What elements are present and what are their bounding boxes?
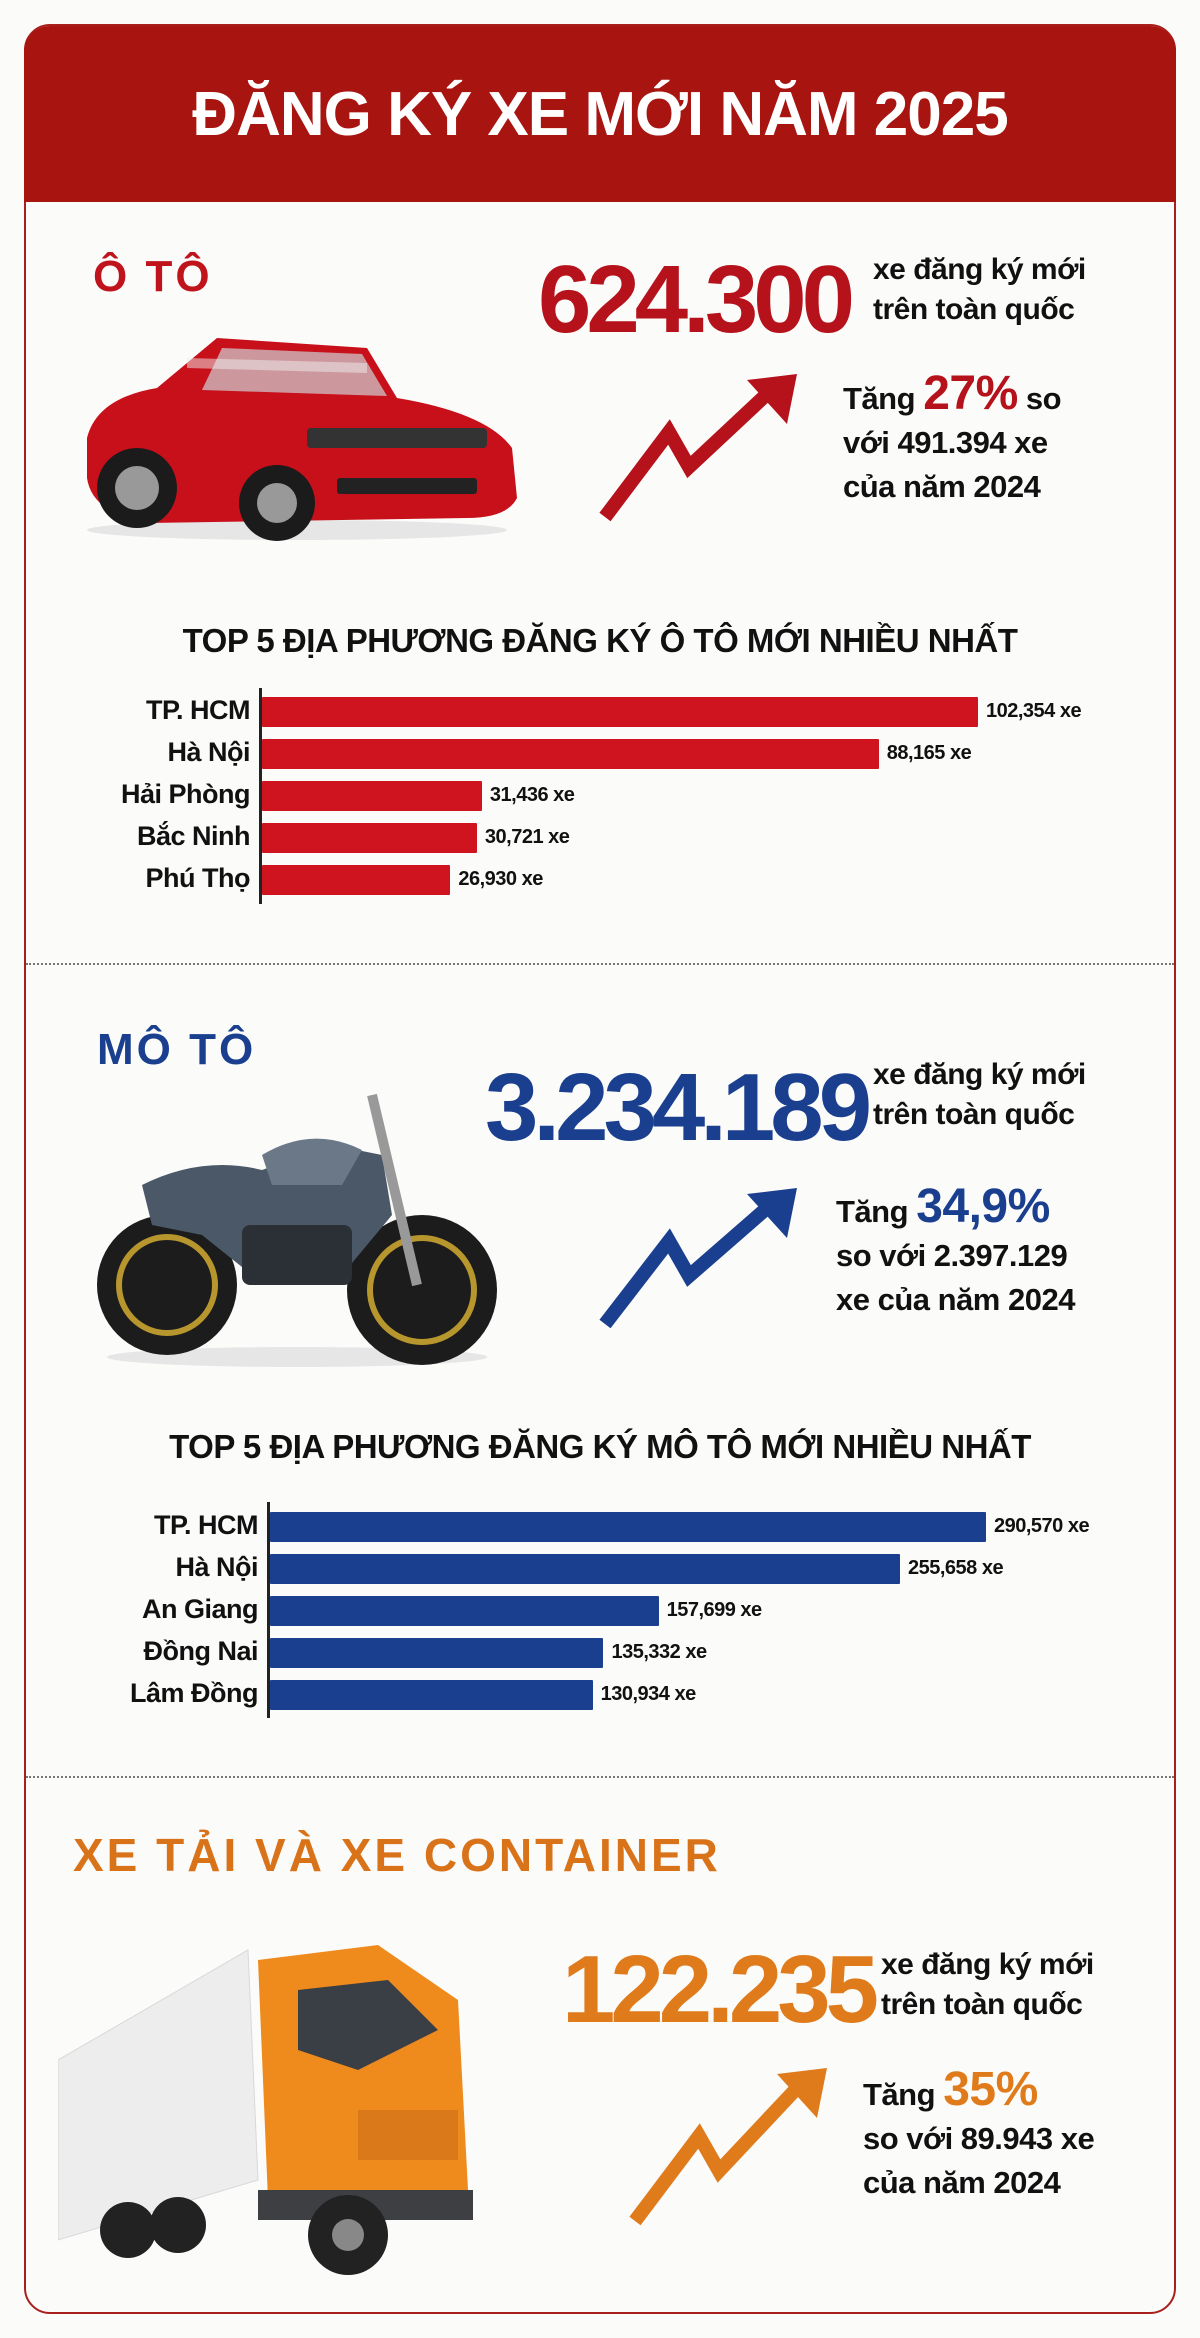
bar [262,781,482,811]
truck-increase-percent: 35% [943,2063,1038,2116]
increase-comparison: với 491.394 xe [843,425,1048,460]
moto-chart-title: TOP 5 ĐỊA PHƯƠNG ĐĂNG KÝ MÔ TÔ MỚI NHIỀU… [169,1428,1031,1465]
truck-increase-text: Tăng 35% so với 89.943 xe của năm 2024 [863,2066,1095,2205]
caption-line: trên toàn quốc [873,293,1075,326]
increase-prefix: Tăng [843,381,916,416]
motorcycle-image [97,1093,497,1367]
bar-category-label: Hà Nội [175,1552,258,1582]
section-divider [26,1776,1174,1778]
increase-year: của năm 2024 [863,2165,1061,2200]
increase-year: của năm 2024 [843,469,1041,504]
bar [262,739,879,769]
caption-line: trên toàn quốc [873,1098,1075,1131]
bar-category-label: Hải Phòng [121,779,251,809]
bar-value-label: 290,570 xe [994,1515,1090,1537]
moto-total-caption: xe đăng ký mới trên toàn quốc [873,1055,1086,1135]
car-chart-axis [259,688,262,904]
moto-chart-axis [267,1502,270,1718]
bar-category-label: Lâm Đồng [130,1678,259,1708]
bar [262,697,978,727]
increase-comparison: so với 89.943 xe [863,2121,1095,2156]
trend-up-arrow-icon [599,1188,797,1329]
car-section-title: Ô TÔ [93,252,213,301]
increase-prefix: Tăng [836,1194,909,1229]
bar-category-label: Đồng Nai [143,1636,259,1666]
bar [270,1638,604,1668]
caption-line: xe đăng ký mới [881,1948,1094,1981]
bar-value-label: 30,721 xe [484,826,570,848]
moto-total-count: 3.234.189 [485,1054,872,1161]
car-image [87,338,517,541]
bar-value-label: 157,699 xe [666,1599,763,1621]
trend-up-arrow-icon [599,374,797,522]
page-title: ĐĂNG KÝ XE MỚI NĂM 2025 [192,79,1008,149]
increase-year: xe của năm 2024 [836,1282,1075,1317]
bar [270,1596,659,1626]
increase-comparison: so với 2.397.129 [836,1238,1068,1273]
bar-value-label: 88,165 xe [886,742,972,764]
moto-section-title: MÔ TÔ [97,1025,257,1074]
car-total-caption: xe đăng ký mới trên toàn quốc [873,250,1086,330]
increase-suffix: so [1025,381,1062,416]
moto-increase-percent: 34,9% [916,1180,1050,1233]
car-chart-title: TOP 5 ĐỊA PHƯƠNG ĐĂNG KÝ Ô TÔ MỚI NHIỀU … [182,622,1018,659]
car-total-count: 624.300 [538,246,855,353]
bar-category-label: An Giang [142,1594,259,1624]
bar-value-label: 31,436 xe [489,784,575,806]
bar [270,1512,986,1542]
bar [270,1680,593,1710]
trend-up-arrow-icon [629,2068,827,2226]
truck-image [58,1945,473,2275]
header-banner: ĐĂNG KÝ XE MỚI NĂM 2025 [24,26,1176,202]
bar [262,823,477,853]
moto-increase-text: Tăng 34,9% so với 2.397.129 xe của năm 2… [836,1183,1075,1322]
increase-prefix: Tăng [863,2077,936,2112]
bar-value-label: 130,934 xe [600,1683,697,1705]
section-divider [26,963,1174,965]
car-increase-percent: 27% [923,367,1018,420]
bar-category-label: TP. HCM [145,695,251,725]
infographic-card [24,24,1176,2314]
truck-total-count: 122.235 [562,1936,879,2043]
caption-line: xe đăng ký mới [873,253,1086,286]
bar-value-label: 26,930 xe [458,868,543,890]
truck-total-caption: xe đăng ký mới trên toàn quốc [881,1945,1094,2025]
bar [262,865,451,895]
bar-category-label: Bắc Ninh [136,821,251,851]
caption-line: trên toàn quốc [881,1988,1083,2021]
bar-category-label: TP. HCM [153,1510,259,1540]
bar [270,1554,900,1584]
bar-value-label: 135,332 xe [611,1641,707,1663]
caption-line: xe đăng ký mới [873,1058,1086,1091]
truck-section-title: XE TẢI VÀ XE CONTAINER [73,1829,721,1881]
bar-value-label: 255,658 xe [907,1557,1004,1579]
bar-category-label: Hà Nội [167,737,250,767]
bar-category-label: Phú Thọ [145,863,251,893]
bar-value-label: 102,354 xe [986,700,1082,722]
car-increase-text: Tăng 27% so với 491.394 xe của năm 2024 [843,370,1062,509]
